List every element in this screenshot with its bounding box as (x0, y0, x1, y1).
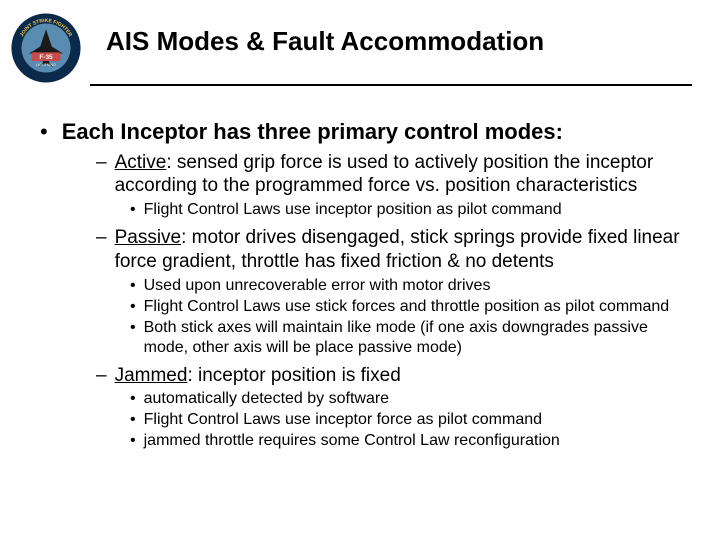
bullet-level3: • Flight Control Laws use inceptor posit… (130, 200, 680, 220)
bullet-mark: • (130, 200, 136, 220)
bullet-l3-text: Flight Control Laws use inceptor positio… (144, 200, 562, 220)
bullet-level3: • Flight Control Laws use stick forces a… (130, 297, 680, 317)
jsf-logo-icon: JOINT STRIKE FIGHTER F-35 LIGHTNING (10, 12, 82, 84)
bullet-level1: • Each Inceptor has three primary contro… (40, 118, 680, 147)
level3-group: • Flight Control Laws use inceptor posit… (130, 200, 680, 220)
bullet-level3: • Used upon unrecoverable error with mot… (130, 276, 680, 296)
bullet-l2-text: Jammed: inceptor position is fixed (115, 364, 401, 388)
bullet-mark: • (130, 431, 136, 451)
bullet-level3: • jammed throttle requires some Control … (130, 431, 680, 451)
bullet-l3-text: Both stick axes will maintain like mode … (144, 318, 680, 358)
dash-mark: – (96, 226, 107, 274)
logo-banner-text: F-35 (39, 54, 53, 61)
bullet-level3: • Both stick axes will maintain like mod… (130, 318, 680, 358)
bullet-level3: • automatically detected by software (130, 389, 680, 409)
bullet-l3-text: Flight Control Laws use inceptor force a… (144, 410, 542, 430)
bullet-level2: – Passive: motor drives disengaged, stic… (96, 226, 680, 274)
bullet-level3: • Flight Control Laws use inceptor force… (130, 410, 680, 430)
mode-desc: : motor drives disengaged, stick springs… (115, 227, 680, 272)
level3-group: • Used upon unrecoverable error with mot… (130, 276, 680, 358)
bullet-mark: • (130, 410, 136, 430)
mode-label: Active (115, 152, 167, 173)
mode-desc: : inceptor position is fixed (187, 365, 400, 386)
logo-banner-sub: LIGHTNING (36, 63, 56, 67)
bullet-l3-text: Used upon unrecoverable error with motor… (144, 276, 491, 296)
dash-mark: – (96, 151, 107, 199)
bullet-l3-text: Flight Control Laws use stick forces and… (144, 297, 670, 317)
bullet-mark: • (130, 297, 136, 317)
bullet-l3-text: jammed throttle requires some Control La… (144, 431, 560, 451)
slide-header: JOINT STRIKE FIGHTER F-35 LIGHTNING AIS … (0, 0, 720, 84)
title-underline (90, 84, 692, 86)
level2-group: – Active: sensed grip force is used to a… (96, 151, 680, 452)
dash-mark: – (96, 364, 107, 388)
bullet-mark: • (40, 118, 48, 147)
mode-desc: : sensed grip force is used to actively … (115, 152, 654, 197)
slide-title: AIS Modes & Fault Accommodation (106, 26, 544, 57)
slide-content: • Each Inceptor has three primary contro… (40, 118, 680, 457)
program-logo: JOINT STRIKE FIGHTER F-35 LIGHTNING (10, 12, 82, 84)
level3-group: • automatically detected by software • F… (130, 389, 680, 451)
bullet-mark: • (130, 389, 136, 409)
mode-label: Passive (115, 227, 182, 248)
bullet-l2-text: Active: sensed grip force is used to act… (115, 151, 680, 199)
bullet-l3-text: automatically detected by software (144, 389, 389, 409)
bullet-mark: • (130, 318, 136, 358)
mode-label: Jammed (115, 365, 188, 386)
bullet-mark: • (130, 276, 136, 296)
bullet-level2: – Jammed: inceptor position is fixed (96, 364, 680, 388)
bullet-l2-text: Passive: motor drives disengaged, stick … (115, 226, 680, 274)
bullet-level2: – Active: sensed grip force is used to a… (96, 151, 680, 199)
bullet-l1-text: Each Inceptor has three primary control … (62, 118, 563, 147)
